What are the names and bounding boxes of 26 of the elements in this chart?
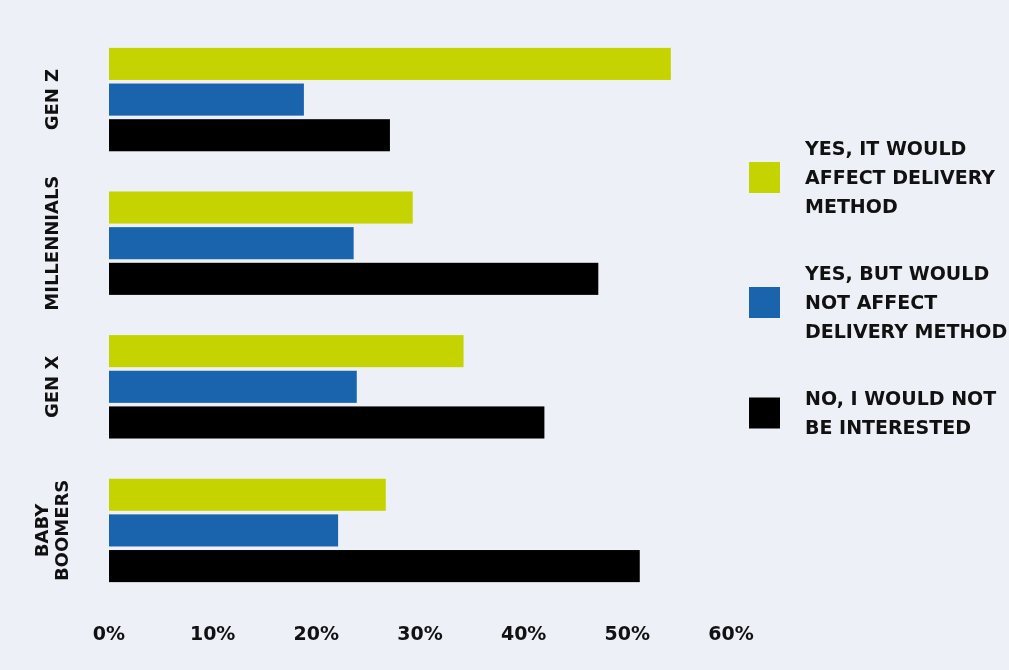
bar bbox=[109, 514, 339, 547]
legend-label: NO, I WOULD NOT BE INTERESTED bbox=[805, 387, 997, 438]
x-tick-label: 0% bbox=[92, 622, 126, 644]
x-tick-label: 60% bbox=[708, 622, 754, 644]
bar bbox=[109, 406, 545, 439]
x-tick-label: 10% bbox=[189, 622, 236, 644]
legend-label: YES, BUT WOULD NOT AFFECT DELIVERY METHOD bbox=[804, 262, 1008, 342]
bar bbox=[109, 370, 357, 403]
y-tick-label: GEN X bbox=[41, 355, 62, 418]
bar bbox=[109, 83, 304, 116]
x-tick-label: 20% bbox=[293, 622, 340, 644]
bar bbox=[109, 227, 354, 260]
x-tick-label: 40% bbox=[500, 622, 547, 644]
y-tick-label: MILLENNIALS bbox=[41, 175, 62, 311]
bar bbox=[109, 478, 386, 511]
bar bbox=[109, 262, 599, 295]
bar bbox=[109, 47, 671, 80]
bar bbox=[109, 119, 390, 152]
x-tick-label: 50% bbox=[604, 622, 651, 644]
legend-label: YES, IT WOULD AFFECT DELIVERY METHOD bbox=[804, 137, 996, 217]
bar bbox=[109, 550, 640, 583]
bar bbox=[109, 191, 413, 224]
y-tick-label: GEN Z bbox=[41, 68, 62, 131]
x-tick-label: 30% bbox=[397, 622, 443, 644]
bar bbox=[109, 335, 464, 368]
y-tick-label: BABY BOOMERS bbox=[31, 479, 72, 582]
